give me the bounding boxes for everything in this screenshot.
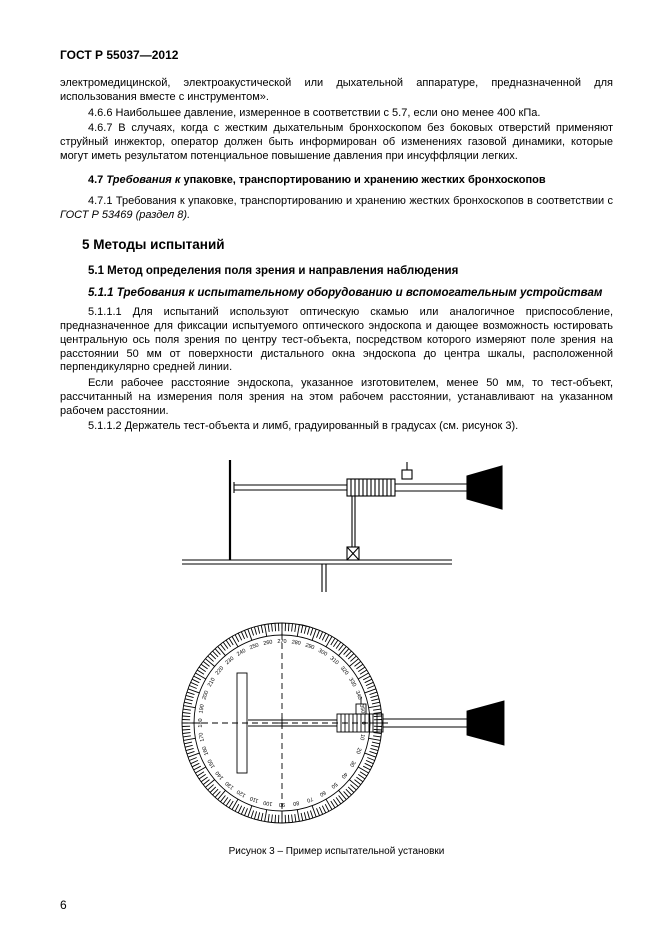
svg-text:260: 260 — [262, 640, 272, 648]
svg-text:160: 160 — [201, 745, 210, 756]
section-4-7-title: 4.7 Требования к упаковке, транспортиров… — [60, 174, 613, 188]
svg-text:190: 190 — [198, 704, 206, 714]
para-467: 4.6.7 В случаях, когда с жестким дыхател… — [60, 122, 613, 163]
svg-text:20: 20 — [354, 747, 362, 755]
svg-text:200: 200 — [201, 690, 210, 701]
svg-text:300: 300 — [317, 648, 328, 658]
svg-text:120: 120 — [236, 788, 247, 798]
svg-text:350: 350 — [358, 704, 366, 714]
svg-text:140: 140 — [214, 770, 225, 781]
section-4-7-num: 4.7 — [88, 174, 106, 186]
section-4-7-rest: упаковке, транспортированию и хранению ж… — [180, 174, 545, 186]
svg-text:270: 270 — [277, 639, 286, 645]
svg-text:60: 60 — [318, 789, 326, 797]
para-intro: электромедицинской, электроакустической … — [60, 77, 613, 105]
figure-caption: Рисунок 3 – Пример испытательной установ… — [60, 846, 613, 859]
svg-text:90: 90 — [278, 801, 284, 807]
svg-text:0: 0 — [360, 722, 366, 725]
svg-text:340: 340 — [353, 690, 362, 701]
para-466: 4.6.6 Наибольшее давление, измеренное в … — [60, 107, 613, 121]
svg-text:150: 150 — [206, 758, 216, 769]
svg-text:30: 30 — [348, 759, 356, 767]
svg-text:250: 250 — [248, 643, 259, 652]
para-471b: ГОСТ Р 53469 (раздел 8). — [60, 209, 190, 221]
svg-text:110: 110 — [249, 795, 259, 804]
svg-text:40: 40 — [339, 771, 348, 780]
svg-text:310: 310 — [328, 656, 339, 667]
svg-text:180: 180 — [198, 719, 204, 728]
svg-text:70: 70 — [305, 795, 313, 803]
figure-3-top — [152, 452, 522, 597]
svg-text:230: 230 — [224, 656, 235, 667]
svg-text:50: 50 — [329, 781, 338, 790]
svg-text:170: 170 — [198, 732, 206, 742]
page-number: 6 — [60, 898, 67, 913]
svg-text:100: 100 — [262, 799, 272, 807]
para-471a: 4.7.1 Требования к упаковке, транспортир… — [88, 195, 613, 207]
figure-3-bottom: 0 10 20 30405060 70 80 90 100110120130140150 160… — [152, 611, 522, 836]
svg-text:320: 320 — [338, 666, 349, 677]
heading-5-1: 5.1 Метод определения поля зрения и напр… — [60, 264, 613, 278]
svg-text:210: 210 — [206, 677, 216, 688]
para-471: 4.7.1 Требования к упаковке, транспортир… — [60, 195, 613, 223]
svg-text:240: 240 — [236, 648, 247, 658]
section-4-7-ital: Требования к — [106, 174, 180, 186]
svg-text:280: 280 — [290, 640, 300, 648]
para-5111: 5.1.1.1 Для испытаний используют оптичес… — [60, 306, 613, 375]
svg-text:130: 130 — [224, 780, 235, 791]
svg-text:10: 10 — [358, 734, 365, 741]
heading-5: 5 Методы испытаний — [60, 237, 613, 254]
svg-text:290: 290 — [304, 643, 315, 652]
svg-text:220: 220 — [214, 666, 225, 677]
heading-5-1-1: 5.1.1 Требования к испытательному оборуд… — [60, 286, 613, 300]
svg-text:80: 80 — [292, 799, 299, 806]
doc-standard-id: ГОСТ Р 55037—2012 — [60, 48, 613, 63]
para-5112: 5.1.1.2 Держатель тест-объекта и лимб, г… — [60, 420, 613, 434]
svg-text:330: 330 — [347, 677, 357, 688]
para-5111b: Если рабочее расстояние эндоскопа, указа… — [60, 377, 613, 418]
